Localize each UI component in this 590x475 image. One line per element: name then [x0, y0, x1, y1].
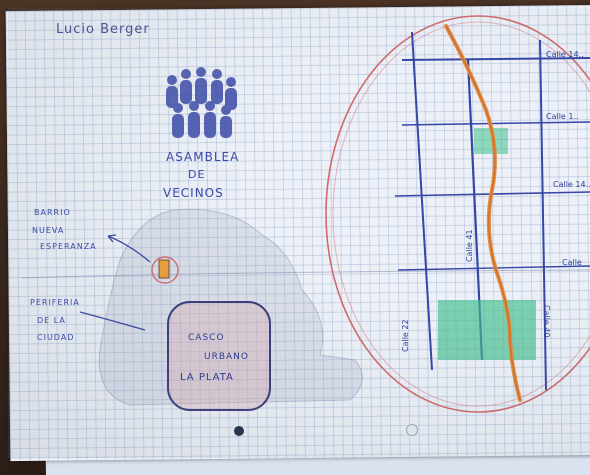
street-line-h2 [401, 121, 590, 126]
house-marker-icon [158, 259, 170, 279]
street-line-v3 [539, 39, 547, 391]
street-label-41: Calle 41 [465, 229, 474, 262]
street-line-h1 [401, 57, 590, 61]
arrow-periferia [79, 311, 146, 331]
label-asamblea: ASAMBLEA [166, 150, 240, 164]
binder-hole-2 [406, 424, 418, 436]
binder-hole-1 [234, 426, 244, 436]
arrow-barrio [107, 235, 151, 263]
street-label-2: Calle 1.. [546, 112, 579, 121]
city-outline [98, 208, 363, 406]
green-area-large [438, 300, 536, 360]
label-periferia: PERIFERIA [30, 298, 80, 307]
label-ciudad: CIUDAD [37, 333, 75, 342]
label-casco: CASCO [188, 333, 225, 343]
label-de-la: DE LA [37, 316, 66, 325]
street-line-v1 [411, 31, 433, 371]
horizon-line [21, 269, 590, 279]
street-label-22: Calle 22 [401, 319, 410, 352]
label-urbano: URBANO [204, 352, 249, 362]
label-barrio: BARRIO [34, 208, 71, 217]
author-signature: Lucio Berger [56, 22, 150, 37]
label-esperanza: ESPERANZA [40, 242, 97, 251]
street-label-1: Calle 14.. [546, 50, 584, 59]
people-group-icon [166, 67, 237, 138]
label-la-plata: LA PLATA [180, 372, 234, 383]
zoom-circle [325, 15, 590, 413]
label-nueva: NUEVA [32, 226, 65, 235]
barrio-marker-circle [151, 256, 179, 284]
street-label-4: Calle [562, 258, 582, 267]
label-de: DE [188, 168, 206, 181]
street-label-40: Calle 40 [542, 305, 551, 338]
street-label-3: Calle 14.. [553, 180, 590, 189]
casco-urbano-box [167, 301, 271, 411]
label-vecinos: VECINOS [163, 186, 224, 200]
